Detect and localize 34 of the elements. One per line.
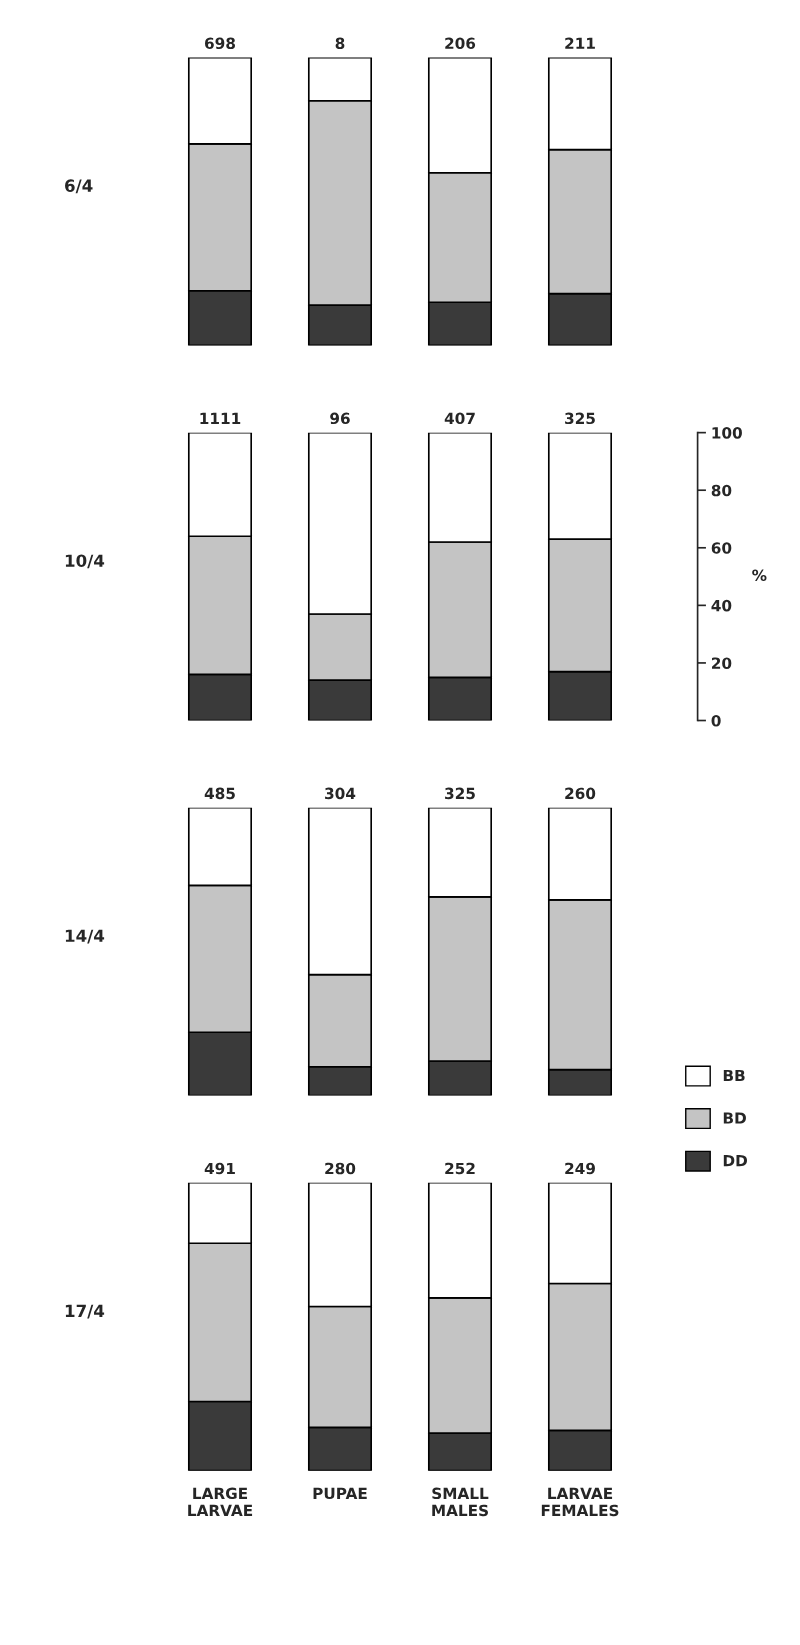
y-tick-label: 40 [711, 599, 732, 612]
annotation: 260 [565, 787, 596, 800]
annotation: 280 [325, 1162, 356, 1175]
text: 17/4 [65, 1304, 105, 1319]
annotation: 698 [205, 37, 235, 50]
legend-label: BB [723, 1069, 745, 1082]
text: 14/4 [65, 929, 105, 944]
y-tick-label: 80 [711, 484, 732, 497]
annotation: 325 [445, 787, 475, 800]
annotation: 249 [565, 1162, 595, 1175]
x-tick-label: SMALL MALES [432, 1487, 489, 1517]
y-tick-label: 100 [712, 427, 742, 439]
y-tick-label: 20 [712, 657, 732, 669]
text: 10/4 [65, 554, 105, 569]
y-tick-label: 60 [711, 542, 732, 554]
annotation: 252 [445, 1162, 475, 1175]
annotation: 211 [565, 37, 595, 49]
annotation: 407 [444, 412, 475, 425]
annotation: 8 [335, 37, 345, 50]
x-tick-label: LARGE LARVAE [188, 1487, 253, 1517]
x-tick-label: PUPAE [313, 1487, 367, 1500]
legend-label: BD [723, 1112, 746, 1124]
annotation: 206 [445, 37, 476, 50]
x-tick-label: LARVAE FEMALES [541, 1487, 619, 1517]
annotation: 491 [204, 1162, 235, 1175]
y-tick-label: 0 [711, 714, 721, 727]
text: 6/4 [65, 179, 93, 194]
legend-label: DD [723, 1155, 747, 1167]
annotation: 1111 [200, 412, 241, 424]
annotation: 96 [330, 412, 350, 425]
y-axis-title: % [752, 569, 767, 582]
annotation: 325 [565, 412, 595, 425]
annotation: 304 [325, 787, 356, 800]
annotation: 485 [204, 787, 235, 800]
